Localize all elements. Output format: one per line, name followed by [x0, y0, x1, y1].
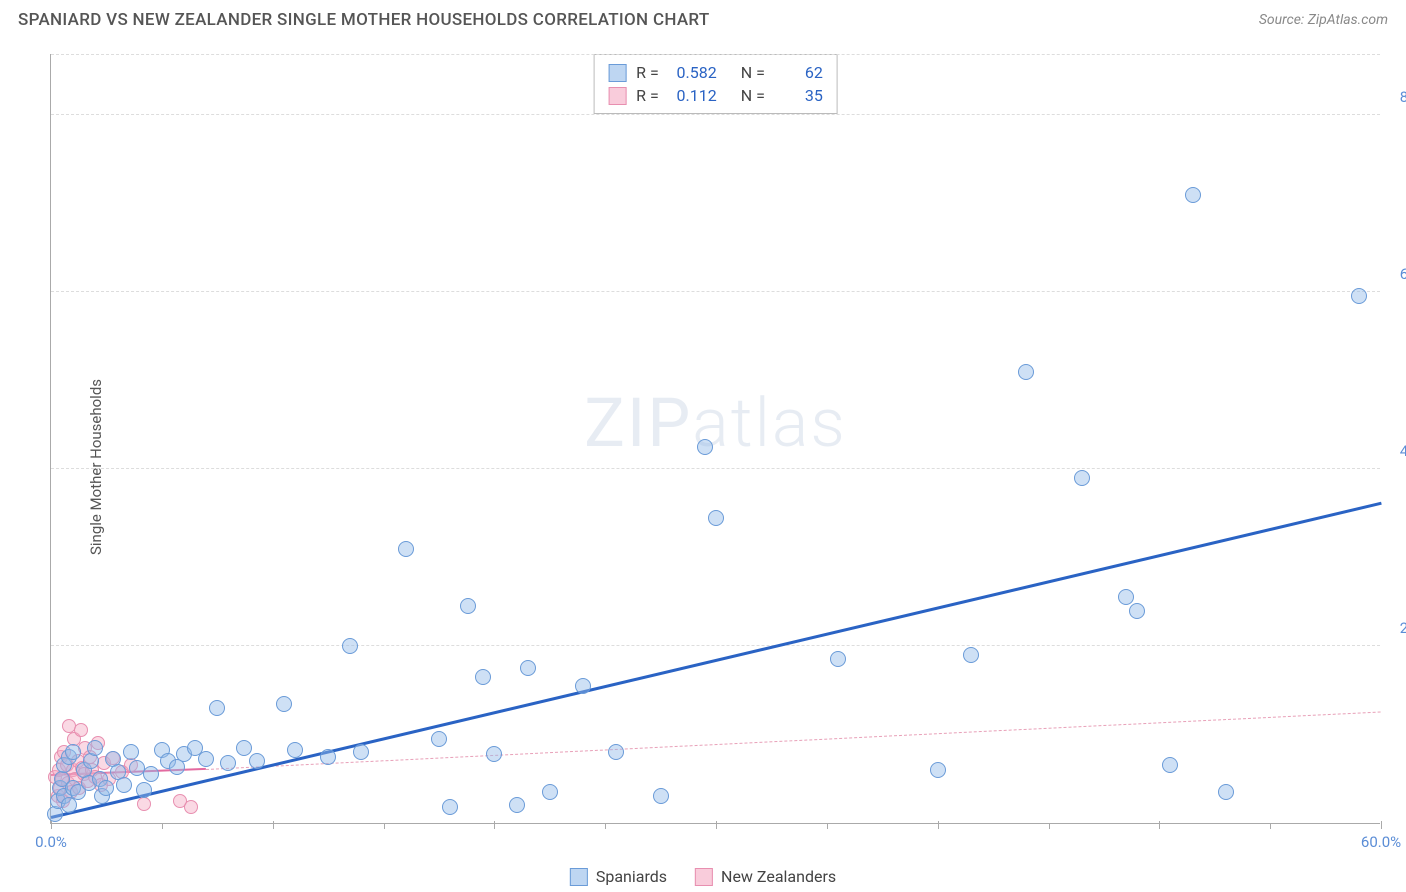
stat-n-label: N =	[741, 86, 765, 105]
data-point	[1018, 364, 1034, 380]
x-tick	[384, 824, 385, 829]
swatch-icon	[695, 868, 713, 886]
data-point	[87, 740, 103, 756]
data-point	[431, 731, 447, 747]
data-point	[209, 700, 225, 716]
data-point	[61, 797, 77, 813]
data-point	[98, 780, 114, 796]
data-point	[1351, 288, 1367, 304]
data-point	[353, 744, 369, 760]
data-point	[136, 782, 152, 798]
data-point	[442, 799, 458, 815]
swatch-icon	[570, 868, 588, 886]
data-point	[1074, 470, 1090, 486]
data-point	[198, 751, 214, 767]
data-point	[697, 439, 713, 455]
legend-label: Spaniards	[596, 867, 667, 886]
plot-area: ZIPatlas R =0.582N =62R =0.112N =35 20.0…	[50, 54, 1380, 824]
stat-r-value: 0.582	[669, 63, 717, 82]
y-tick-label: 60.0%	[1385, 265, 1406, 283]
chart-title: SPANIARD VS NEW ZEALANDER SINGLE MOTHER …	[18, 10, 710, 30]
data-point	[74, 723, 88, 737]
stat-n-label: N =	[741, 63, 765, 82]
data-point	[509, 797, 525, 813]
data-point	[1185, 187, 1201, 203]
stat-r-label: R =	[636, 86, 659, 105]
x-tick	[1270, 824, 1271, 829]
legend-item: New Zealanders	[695, 867, 836, 886]
watermark: ZIPatlas	[584, 383, 847, 463]
data-point	[398, 541, 414, 557]
y-tick-label: 80.0%	[1385, 88, 1406, 106]
data-point	[460, 598, 476, 614]
stat-n-value: 62	[775, 63, 823, 82]
data-point	[287, 742, 303, 758]
y-tick-label: 40.0%	[1385, 442, 1406, 460]
x-tick-label: 0.0%	[35, 833, 67, 851]
regression-line	[51, 501, 1382, 818]
gridline-h	[51, 114, 1380, 115]
data-point	[1218, 784, 1234, 800]
data-point	[708, 510, 724, 526]
x-tick	[1049, 824, 1050, 829]
data-point	[276, 696, 292, 712]
stats-box: R = 0.582 N = 62 R = 0.112 N = 35	[593, 54, 838, 114]
data-point	[608, 744, 624, 760]
x-tick	[273, 821, 274, 829]
gridline-h	[51, 291, 1380, 292]
data-point	[542, 784, 558, 800]
source-label: Source: ZipAtlas.com	[1259, 12, 1388, 28]
x-tick	[494, 821, 495, 829]
x-tick-label: 60.0%	[1361, 833, 1401, 851]
data-point	[930, 762, 946, 778]
data-point	[1129, 603, 1145, 619]
swatch-icon	[608, 87, 626, 105]
x-tick	[162, 824, 163, 829]
data-point	[137, 797, 151, 811]
data-point	[65, 744, 81, 760]
data-point	[1162, 757, 1178, 773]
data-point	[143, 766, 159, 782]
data-point	[963, 647, 979, 663]
gridline-h	[51, 468, 1380, 469]
legend: Spaniards New Zealanders	[570, 867, 836, 886]
chart-container: Single Mother Households ZIPatlas R =0.5…	[0, 42, 1406, 892]
x-tick	[605, 824, 606, 829]
legend-label: New Zealanders	[721, 867, 836, 886]
data-point	[249, 753, 265, 769]
data-point	[486, 746, 502, 762]
data-point	[220, 755, 236, 771]
legend-item: Spaniards	[570, 867, 667, 886]
swatch-icon	[608, 64, 626, 82]
gridline-h	[51, 54, 1380, 55]
data-point	[184, 800, 198, 814]
stats-row: R = 0.582 N = 62	[608, 61, 823, 84]
x-tick	[1381, 821, 1382, 829]
data-point	[236, 740, 252, 756]
data-point	[520, 660, 536, 676]
stat-r-value: 0.112	[669, 86, 717, 105]
x-tick	[1159, 821, 1160, 829]
x-tick	[51, 821, 52, 829]
stat-r-label: R =	[636, 63, 659, 82]
data-point	[1118, 589, 1134, 605]
stats-row: R = 0.112 N = 35	[608, 84, 823, 107]
x-tick	[716, 821, 717, 829]
data-point	[653, 788, 669, 804]
data-point	[116, 777, 132, 793]
data-point	[342, 638, 358, 654]
x-tick	[938, 821, 939, 829]
y-tick-label: 20.0%	[1385, 619, 1406, 637]
gridline-h	[51, 645, 1380, 646]
data-point	[320, 749, 336, 765]
data-point	[830, 651, 846, 667]
x-tick	[827, 824, 828, 829]
data-point	[123, 744, 139, 760]
data-point	[475, 669, 491, 685]
data-point	[575, 678, 591, 694]
stat-n-value: 35	[775, 86, 823, 105]
